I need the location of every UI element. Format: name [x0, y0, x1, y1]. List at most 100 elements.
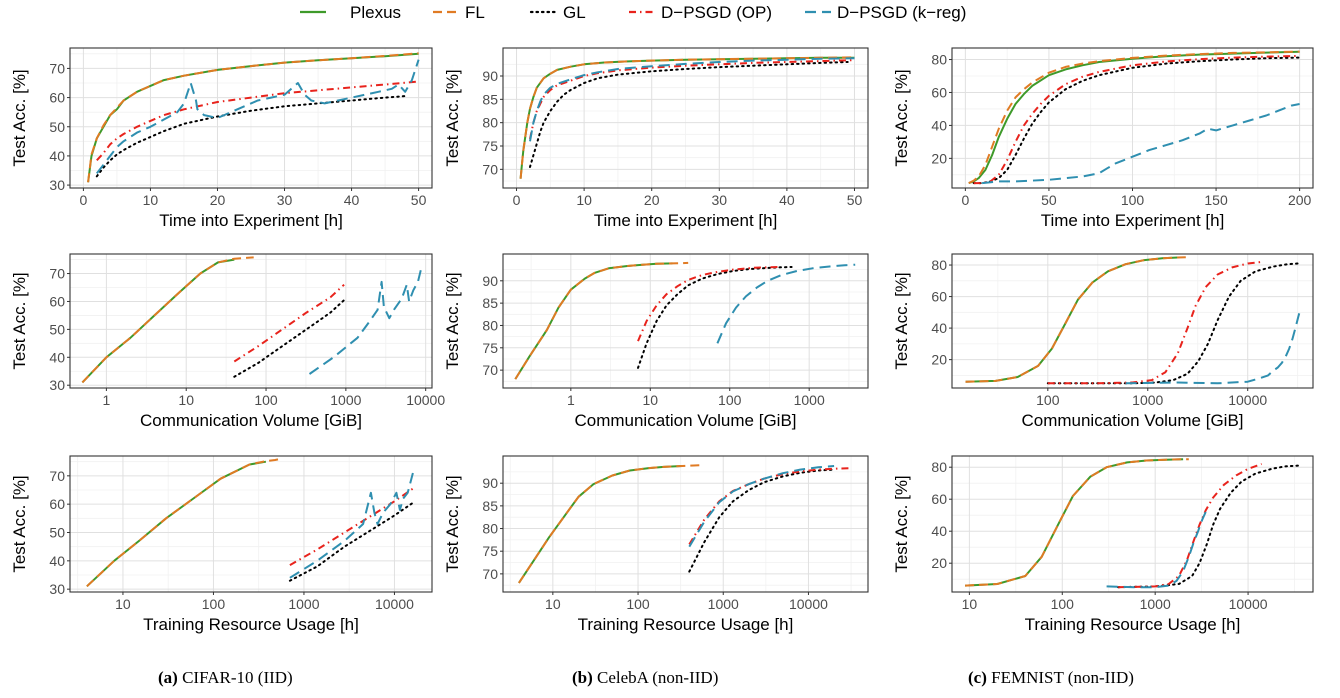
y-axis-title: Test Acc. [%] — [443, 475, 462, 572]
x-tick-label: 10000 — [375, 596, 414, 612]
y-tick-label: 80 — [931, 459, 947, 475]
x-axis-title: Communication Volume [GiB] — [140, 411, 362, 430]
caption-b: (b) CelebA (non-IID) — [572, 668, 718, 688]
y-axis-title: Test Acc. [%] — [443, 69, 462, 166]
caption-b-text: CelebA (non-IID) — [597, 668, 719, 687]
series-line-2 — [972, 56, 1301, 185]
panel-4: 1 10 100 1000 70 75 80 85 90 Communication Volume… — [443, 253, 869, 430]
series-line-4 — [529, 57, 855, 142]
x-tick-label: 10 — [178, 392, 194, 408]
y-tick-label: 40 — [931, 523, 947, 539]
legend-label-3: D−PSGD (OP) — [661, 3, 772, 22]
panel-border — [502, 253, 869, 389]
y-axis-title: Test Acc. [%] — [892, 475, 911, 572]
panel-border — [951, 47, 1314, 189]
y-tick-label: 30 — [49, 377, 65, 393]
caption-c-text: FEMNIST (non-IID) — [991, 668, 1134, 687]
y-tick-label: 60 — [931, 491, 947, 507]
y-tick-label: 80 — [482, 317, 498, 333]
y-tick-label: 80 — [931, 257, 947, 273]
y-tick-label: 75 — [482, 543, 498, 559]
y-tick-label: 50 — [49, 525, 65, 541]
x-axis-title: Training Resource Usage [h] — [1025, 615, 1241, 634]
x-tick-label: 50 — [411, 192, 427, 208]
plot-background — [503, 456, 868, 592]
panel-border — [69, 455, 433, 593]
x-axis-title: Communication Volume [GiB] — [574, 411, 796, 430]
panel-6: 10 100 1000 10000 30 40 50 60 70 Training Resourc… — [10, 455, 433, 634]
x-tick-label: 10 — [962, 596, 978, 612]
x-tick-label: 20 — [644, 192, 660, 208]
panel-8: 10 100 1000 10000 20 40 60 80 Training Resource … — [892, 455, 1314, 634]
caption-c-tag: (c) — [968, 668, 987, 687]
x-axis-title: Time into Experiment [h] — [1041, 211, 1225, 230]
panel-2: 0 50 100 150 200 20 40 60 80 Time into Experiment… — [892, 47, 1314, 230]
x-tick-label: 100 — [1051, 596, 1075, 612]
x-tick-label: 150 — [1204, 192, 1228, 208]
x-tick-label: 30 — [712, 192, 728, 208]
series-line-1 — [81, 256, 254, 384]
y-tick-label: 20 — [931, 150, 947, 166]
y-tick-label: 60 — [49, 90, 65, 106]
y-tick-label: 50 — [49, 321, 65, 337]
y-tick-label: 80 — [931, 52, 947, 68]
series-line-1 — [86, 457, 281, 588]
series-line-2 — [95, 95, 407, 178]
x-tick-label: 1000 — [1132, 392, 1163, 408]
series-line-4 — [688, 465, 835, 548]
panel-border — [502, 47, 869, 189]
x-tick-label: 10000 — [1228, 392, 1267, 408]
y-tick-label: 75 — [482, 138, 498, 154]
plot-background — [952, 254, 1313, 388]
y-tick-label: 50 — [49, 119, 65, 135]
y-tick-label: 85 — [482, 91, 498, 107]
panel-border — [502, 455, 869, 593]
series-line-4 — [289, 472, 414, 579]
series-line-3 — [973, 54, 1300, 185]
x-axis-title: Training Resource Usage [h] — [578, 615, 794, 634]
x-tick-label: 10000 — [406, 392, 445, 408]
series-line-2 — [688, 468, 836, 573]
x-axis-title: Time into Experiment [h] — [159, 211, 343, 230]
y-tick-label: 60 — [49, 496, 65, 512]
panel-5: 100 1000 10000 20 40 60 80 Communication Volume… — [892, 253, 1314, 430]
series-line-2 — [288, 501, 414, 582]
caption-a-tag: (a) — [158, 668, 178, 687]
x-tick-label: 10 — [115, 596, 131, 612]
x-tick-label: 100 — [1121, 192, 1145, 208]
plot-background — [70, 254, 432, 388]
y-tick-label: 80 — [482, 521, 498, 537]
y-tick-label: 30 — [49, 177, 65, 193]
series-line-4 — [308, 264, 423, 375]
series-line-4 — [1106, 511, 1207, 589]
series-line-1 — [518, 464, 705, 584]
y-tick-label: 30 — [49, 581, 65, 597]
figure: Plexus FL GL D−PSGD (OP) D−PSGD (k−reg) 0 10 2… — [10, 3, 1314, 634]
chart-panels: 0 10 20 30 40 50 30 40 50 60 70 Time into Experimen… — [10, 47, 1314, 634]
y-tick-label: 70 — [482, 161, 498, 177]
x-tick-label: 100 — [718, 392, 742, 408]
plot-background — [952, 456, 1313, 592]
x-axis-title: Time into Experiment [h] — [594, 211, 778, 230]
y-tick-label: 70 — [482, 362, 498, 378]
y-tick-label: 75 — [482, 340, 498, 356]
series-line-4 — [981, 103, 1300, 185]
y-tick-label: 85 — [482, 498, 498, 514]
series-line-2 — [1117, 464, 1300, 589]
series-line-3 — [1118, 463, 1262, 589]
series-line-3 — [637, 266, 778, 342]
legend-label-2: GL — [563, 3, 586, 22]
x-tick-label: 0 — [961, 192, 969, 208]
x-tick-label: 200 — [1288, 192, 1312, 208]
y-tick-label: 70 — [49, 266, 65, 282]
legend-label-1: FL — [465, 3, 485, 22]
y-tick-label: 85 — [482, 295, 498, 311]
y-tick-label: 60 — [931, 84, 947, 100]
y-axis-title: Test Acc. [%] — [892, 69, 911, 166]
y-tick-label: 40 — [931, 117, 947, 133]
y-tick-label: 20 — [931, 352, 947, 368]
x-axis-title: Communication Volume [GiB] — [1021, 411, 1243, 430]
x-tick-label: 10 — [143, 192, 159, 208]
y-axis-title: Test Acc. [%] — [10, 272, 29, 369]
y-tick-label: 60 — [931, 289, 947, 305]
